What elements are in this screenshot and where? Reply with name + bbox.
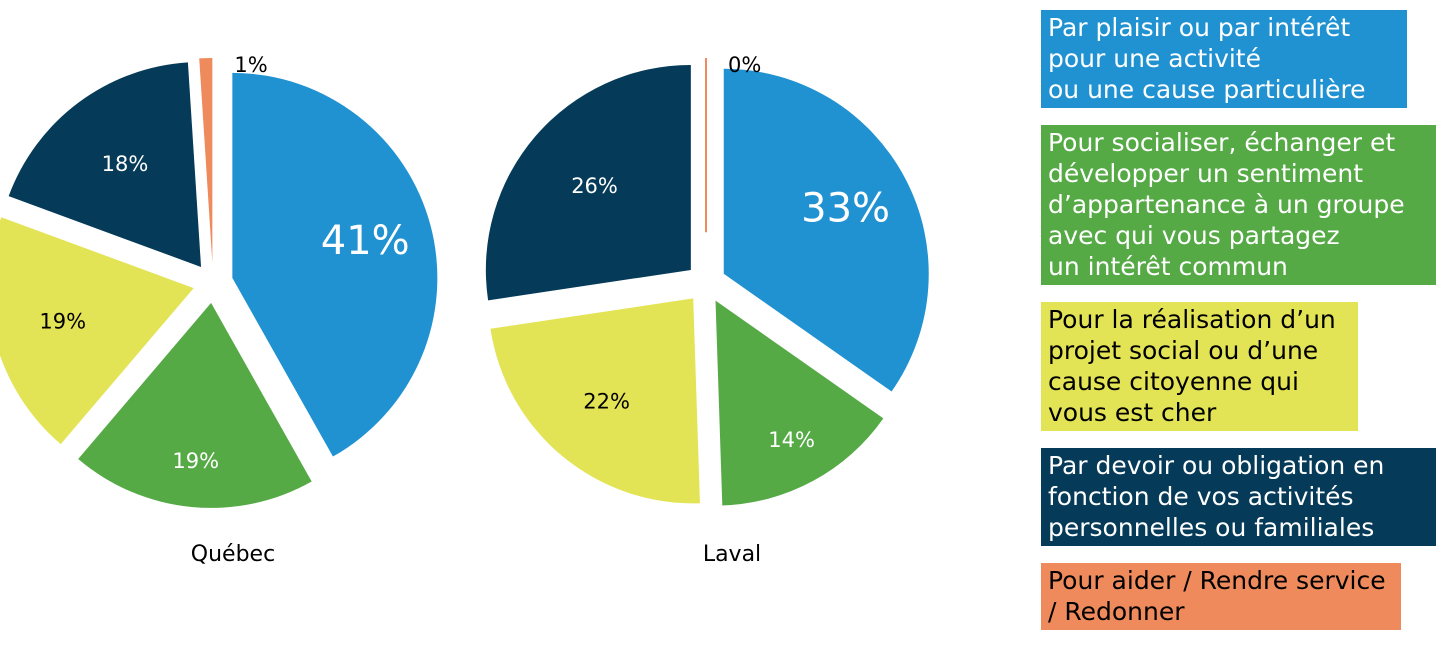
slice-laval-plaisir bbox=[723, 68, 929, 392]
slice-qubec-socialiser bbox=[78, 302, 312, 508]
slice-qubec-projet-social bbox=[0, 217, 194, 445]
slice-laval-devoir bbox=[485, 64, 691, 301]
data-label-laval-socialiser: 14% bbox=[768, 428, 815, 452]
slice-qubec-plaisir bbox=[232, 72, 438, 457]
slice-qubec-devoir bbox=[8, 62, 202, 267]
data-label-qubec-projet-social: 19% bbox=[39, 309, 86, 333]
data-label-laval-plaisir: 33% bbox=[801, 185, 890, 231]
pie-title-laval: Laval bbox=[703, 542, 761, 567]
data-label-qubec-aider: 1% bbox=[234, 53, 267, 77]
legend-item-aider: Pour aider / Rendre service / Redonner bbox=[1041, 563, 1401, 630]
legend-item-devoir: Par devoir ou obligation en fonction de … bbox=[1041, 448, 1436, 546]
legend-label-aider: Pour aider / Rendre service / Redonner bbox=[1048, 566, 1386, 626]
pie-title-qubec: Québec bbox=[191, 542, 275, 567]
data-label-laval-aider: 0% bbox=[728, 53, 761, 77]
legend: Par plaisir ou par intérêt pour une acti… bbox=[1041, 10, 1436, 647]
data-label-qubec-socialiser: 19% bbox=[172, 449, 219, 473]
legend-label-socialiser: Pour socialiser, échanger et développer … bbox=[1048, 128, 1405, 281]
slice-qubec-aider bbox=[199, 58, 213, 264]
legend-item-plaisir: Par plaisir ou par intérêt pour une acti… bbox=[1041, 10, 1407, 108]
legend-label-devoir: Par devoir ou obligation en fonction de … bbox=[1048, 451, 1385, 542]
legend-label-projet-social: Pour la réalisation d’un projet social o… bbox=[1048, 305, 1336, 427]
legend-label-plaisir: Par plaisir ou par intérêt pour une acti… bbox=[1048, 13, 1366, 104]
slice-laval-socialiser bbox=[715, 300, 884, 506]
legend-item-socialiser: Pour socialiser, échanger et développer … bbox=[1041, 125, 1436, 285]
legend-item-projet-social: Pour la réalisation d’un projet social o… bbox=[1041, 302, 1358, 431]
data-label-laval-projet-social: 22% bbox=[583, 389, 630, 413]
data-label-laval-devoir: 26% bbox=[571, 174, 618, 198]
data-label-qubec-devoir: 18% bbox=[102, 152, 149, 176]
data-label-qubec-plaisir: 41% bbox=[321, 218, 410, 264]
pie-charts: 41% 19% 19% 18% 1% Québec 33% 14% 22% 26% 0% Laval bbox=[0, 53, 929, 567]
slice-laval-projet-social bbox=[490, 298, 700, 504]
